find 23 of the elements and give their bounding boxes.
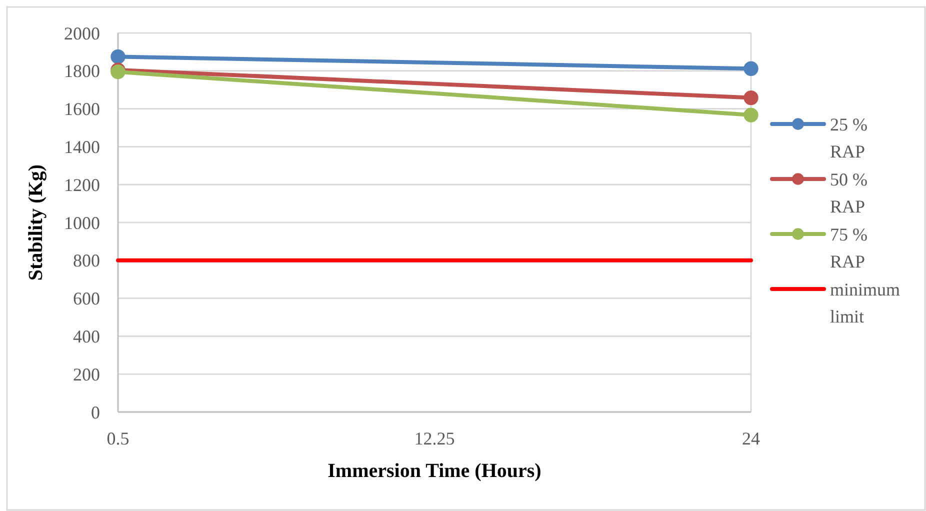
- y-axis-title: Stability (Kg): [25, 164, 47, 281]
- y-tick-label: 1200: [64, 174, 100, 195]
- point: [744, 108, 758, 122]
- point: [744, 61, 758, 76]
- y-tick-label: 1600: [64, 99, 100, 120]
- x-tick-label: 24: [742, 428, 760, 448]
- y-tick-label: 1800: [64, 61, 100, 82]
- y-tick-label: 800: [73, 250, 100, 271]
- legend-label: 50 % RAP: [830, 169, 868, 216]
- y-tick-label: 1400: [64, 137, 100, 157]
- y-tick-label: 0: [91, 402, 100, 422]
- point: [744, 90, 758, 106]
- y-tick-label: 1000: [64, 212, 100, 233]
- legend-label: minimum limit: [830, 279, 900, 326]
- legend-label: 25 % RAP: [830, 114, 868, 162]
- y-tick-label: 600: [73, 288, 100, 309]
- x-tick-label: 0.5: [106, 428, 130, 448]
- x-axis-title: Immersion Time (Hours): [328, 460, 542, 482]
- point: [110, 49, 126, 64]
- y-tick-label: 400: [73, 326, 100, 346]
- x-tick-label: 12.25: [414, 428, 455, 448]
- y-tick-label: 2000: [64, 23, 100, 44]
- y-tick-label: 200: [73, 364, 100, 384]
